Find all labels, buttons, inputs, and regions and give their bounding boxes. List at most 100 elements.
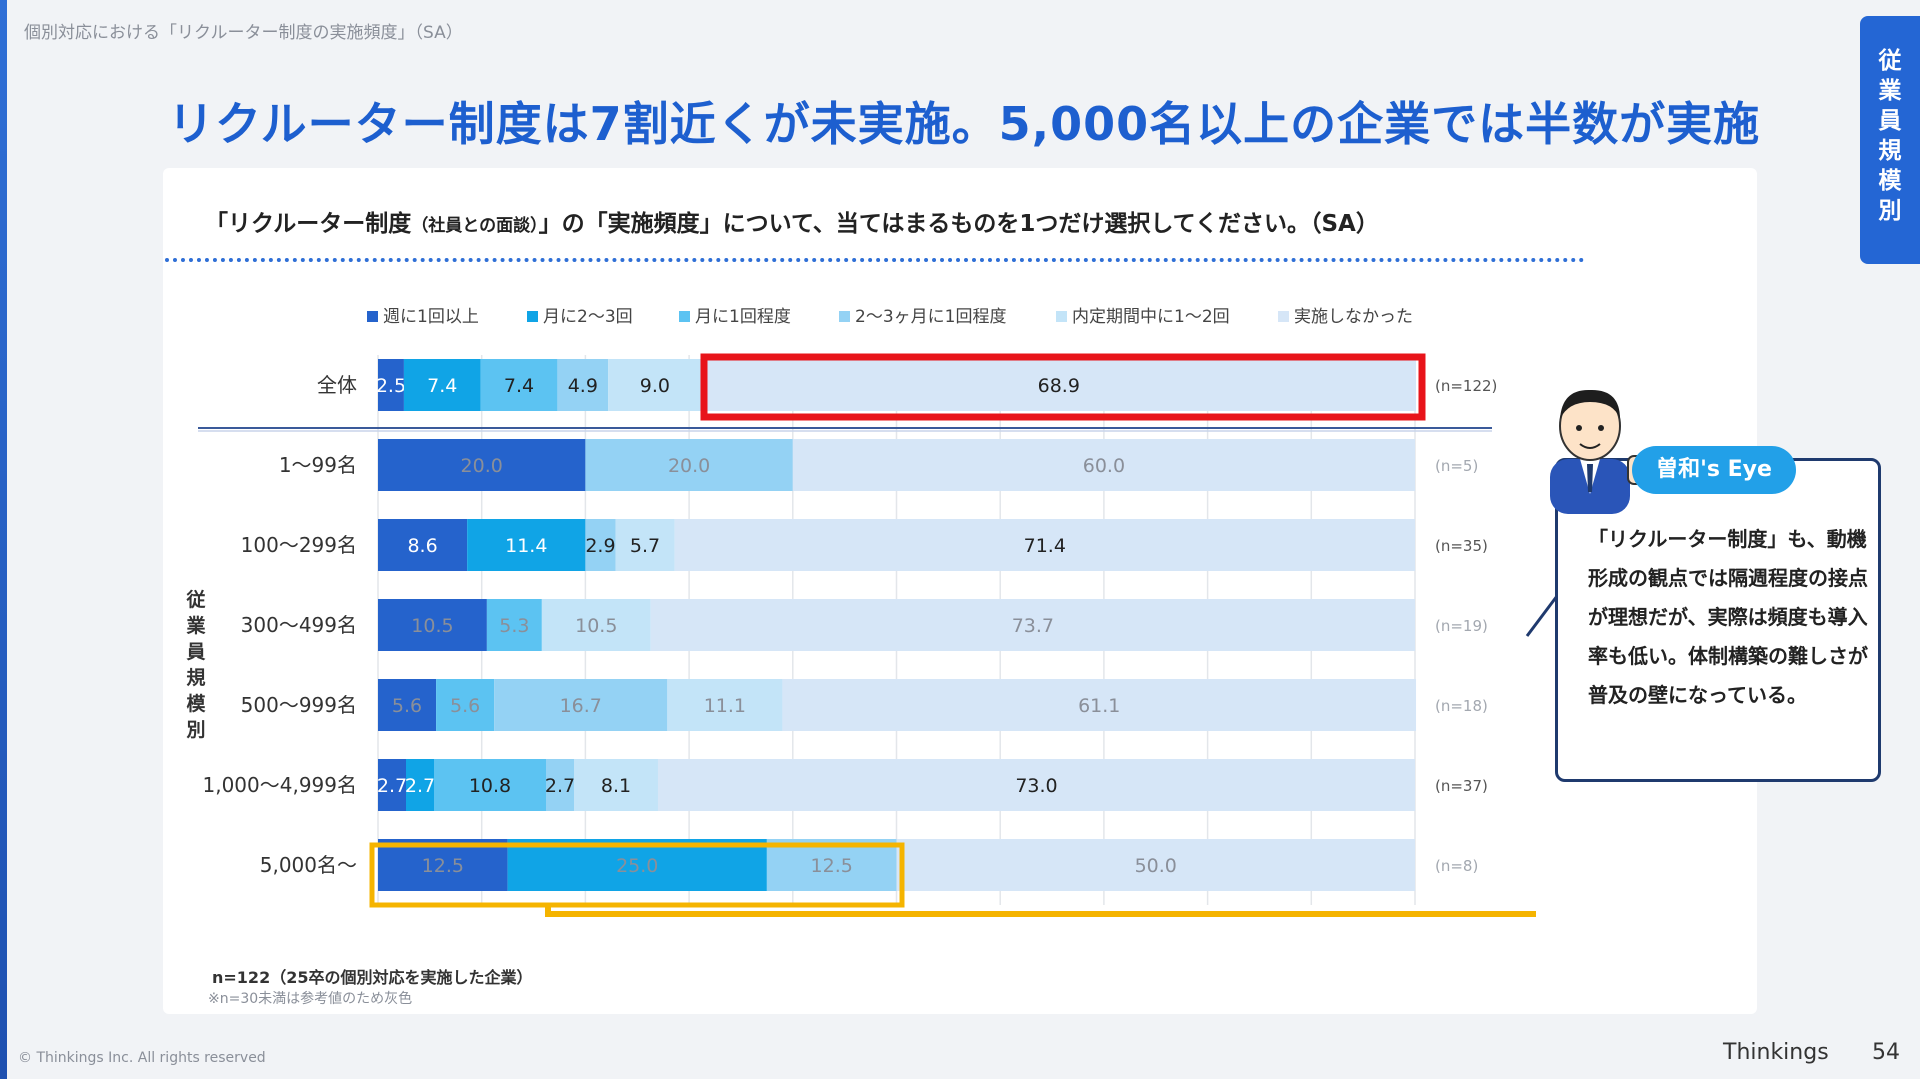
data-label: 50.0 [1135,855,1177,877]
breadcrumb: 個別対応における「リクルーター制度の実施頻度」（SA） [24,23,463,43]
bar-segment [701,359,1417,411]
bar-segment [378,519,468,571]
data-label: 60.0 [1083,455,1125,477]
advisor-avatar [1550,389,1643,514]
legend-swatch [1278,311,1289,322]
category-label: 300〜499名 [241,613,357,637]
left-accent-bar [0,0,7,1079]
legend-label: 月に2〜3回 [543,307,633,327]
legend-label: 週に1回以上 [383,307,479,327]
legend-label: 内定期間中に1〜2回 [1072,307,1230,327]
bar-segment [545,759,574,811]
category-label: 1,000〜4,999名 [202,773,357,797]
group-label-char: 業 [185,614,206,637]
bar-segment [403,359,481,411]
bar-segment [433,759,546,811]
category-label: 500〜999名 [241,693,357,717]
legend-swatch [1056,311,1067,322]
data-label: 20.0 [461,455,503,477]
side-tab[interactable]: 従業員規模別 [1860,16,1920,264]
n-label: (n=35) [1435,537,1488,555]
dotted-divider [165,258,1585,262]
data-label: 10.8 [469,775,511,797]
bar-segment [896,839,1415,891]
bar-segment [792,439,1415,491]
n-label: (n=122) [1435,377,1497,395]
bar-segment [507,839,767,891]
bar-segment [378,679,437,731]
data-label: 8.1 [601,775,631,797]
bar-segment [378,839,508,891]
highlight-connector-yellow [545,905,1536,917]
bar-segment [378,359,404,411]
bar-segment [378,439,586,491]
group-label-char: 模 [186,692,206,715]
category-label: 1〜99名 [279,453,357,477]
n-label: (n=37) [1435,777,1488,795]
data-label: 73.7 [1012,615,1054,637]
bar-segment [585,439,793,491]
copyright: © Thinkings Inc. All rights reserved [18,1050,266,1066]
bar-segment [436,679,495,731]
data-label: 8.6 [407,535,437,557]
data-label: 5.3 [499,615,529,637]
data-label: 2.5 [376,375,406,397]
bar-segment [378,599,487,651]
group-label-char: 規 [186,667,205,689]
bar-segment [486,599,542,651]
legend-swatch [839,311,850,322]
question-prefix: 「リクルーター制度 [205,211,412,237]
data-label: 5.6 [450,695,480,717]
commentary-pointer [1525,595,1559,637]
bar-segment [378,759,406,811]
legend-label: 2〜3ヶ月に1回程度 [855,307,1006,327]
category-label: 全体 [317,373,357,397]
n-label: (n=19) [1435,617,1488,635]
bar-segment [585,519,616,571]
commentary-text: 「リクルーター制度」も、動機形成の観点では隔週程度の接点が理想だが、実際は頻度も… [1588,527,1868,707]
legend-label: 月に1回程度 [695,307,791,327]
data-label: 10.5 [411,615,453,637]
category-label: 5,000名〜 [260,853,357,877]
data-label: 7.4 [504,375,534,397]
data-label: 9.0 [640,375,670,397]
data-label: 71.4 [1024,535,1066,557]
data-label: 61.1 [1078,695,1120,717]
legend-swatch [679,311,690,322]
highlight-box-red [700,353,1426,421]
question-suffix: 」の「実施頻度」について、当てはまるものを1つだけ選択してください。（SA） [538,211,1379,237]
bar-segment [494,679,668,731]
data-label: 73.0 [1015,775,1057,797]
n-label: (n=5) [1435,457,1478,475]
side-tab-label: 従業員規模別 [1878,48,1902,224]
n-label: (n=18) [1435,697,1488,715]
data-label: 4.9 [568,375,598,397]
bar-segment [557,359,609,411]
group-label-char: 員 [186,641,205,663]
data-label: 11.4 [505,535,547,557]
question-small: （社員との面談） [411,216,539,236]
data-label: 2.7 [545,775,575,797]
data-label: 25.0 [616,855,658,877]
legend-label: 実施しなかった [1294,307,1413,327]
data-label: 68.9 [1038,375,1080,397]
brand-name: Thinkings [1723,1040,1829,1065]
data-label: 12.5 [422,855,464,877]
bar-segment [657,759,1415,811]
data-label: 11.1 [704,695,746,717]
group-label-char: 別 [186,719,205,741]
bar-segment [405,759,434,811]
page-number: 54 [1872,1040,1900,1065]
bar-segment [766,839,897,891]
legend-swatch [527,311,538,322]
bar-segment [615,519,675,571]
category-label: 100〜299名 [241,533,357,557]
page-title: リクルーター制度は7割近くが未実施。5,000名以上の企業では半数が実施 [168,97,1761,151]
bar-segment [573,759,658,811]
group-label-char: 従 [185,588,205,611]
bar-segment [608,359,702,411]
survey-question: 「リクルーター制度（社員との面談）」の「実施頻度」について、当てはまるものを1つ… [205,204,1379,238]
legend-swatch [367,311,378,322]
n-label: (n=8) [1435,857,1478,875]
bar-segment [667,679,783,731]
